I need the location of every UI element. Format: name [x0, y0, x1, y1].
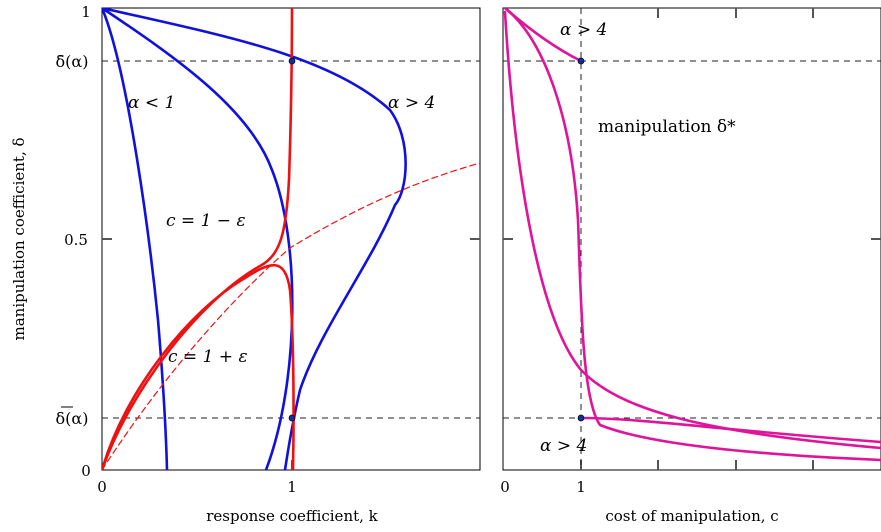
c-1-minus-eps-curve [102, 8, 294, 470]
right-xtick-0: 0 [500, 478, 510, 496]
right-plot-frame [502, 7, 881, 471]
reference-lines [102, 8, 881, 470]
annotation-manipulation: manipulation δ* [598, 117, 736, 137]
limit-dashed-curve [102, 162, 480, 470]
annotation-right-alpha-bottom: α > 4 [540, 436, 587, 456]
annotation-alpha-gt-4: α > 4 [388, 93, 435, 113]
alpha-mid-curve [102, 8, 294, 470]
delta-low-curve-a [503, 10, 881, 450]
annotation-c-minus: c = 1 − ε [166, 211, 246, 231]
left-xtick-1: 1 [287, 478, 297, 496]
annotation-right-alpha-top: α > 4 [560, 20, 607, 40]
right-xlabel: cost of manipulation, c [605, 507, 778, 525]
left-ytick-0: 0 [81, 462, 91, 480]
c-1-plus-eps-curve [102, 263, 295, 470]
left-ytick-delta-upper: δ̄(α) [56, 52, 89, 71]
right-xtick-1: 1 [576, 478, 586, 496]
delta-low-curve-b [579, 416, 881, 444]
left-lower-point [288, 414, 296, 422]
left-xtick-0: 0 [97, 478, 107, 496]
annotation-c-plus: c = 1 + ε [168, 347, 248, 367]
right-lower-point [577, 414, 585, 422]
delta-star-curve [503, 8, 881, 462]
alpha-gt-4-curve [102, 8, 407, 470]
annotation-alpha-lt-1: α < 1 [128, 93, 175, 113]
left-ytick-05: 0.5 [64, 231, 88, 249]
left-upper-point [288, 57, 296, 65]
right-ticks [503, 8, 881, 470]
left-ytick-delta-lower: δ(α) [56, 409, 89, 428]
left-ytick-1: 1 [81, 3, 91, 21]
right-upper-point [577, 57, 585, 65]
left-ylabel: manipulation coefficient, δ [10, 137, 28, 340]
alpha-lt-1-curve [102, 8, 169, 470]
left-xlabel: response coefficient, k [206, 507, 378, 525]
